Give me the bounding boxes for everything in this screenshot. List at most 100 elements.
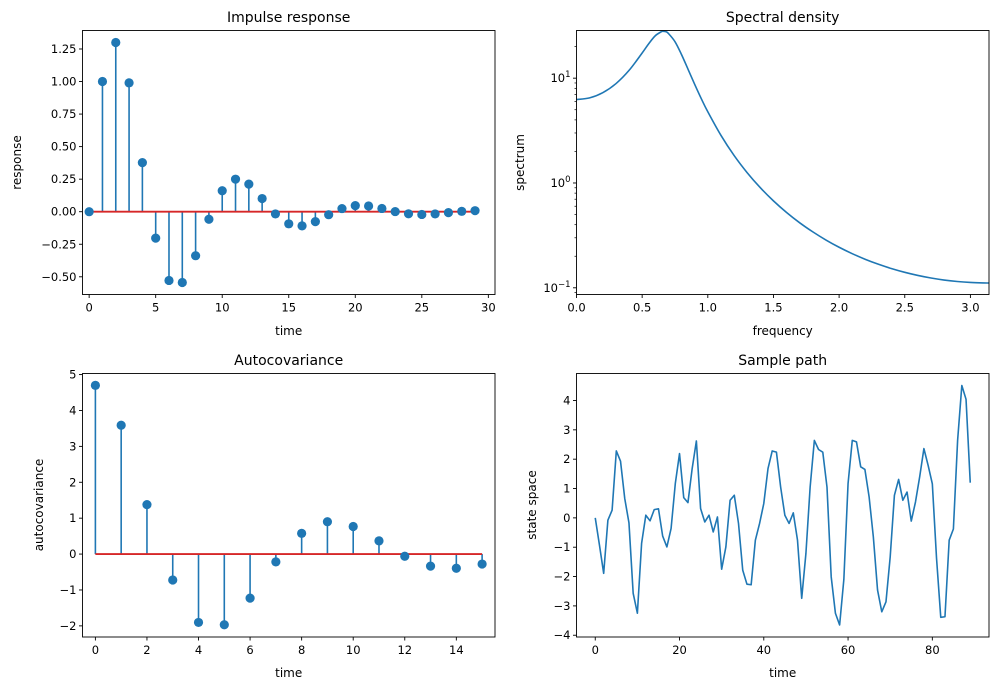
x-tick-label: 4 (195, 643, 202, 657)
y-tick-label-exponent: 1 (565, 70, 570, 80)
stem-marker (470, 206, 480, 216)
x-tick-label: 30 (481, 301, 496, 315)
x-tick-label: 1.0 (699, 301, 717, 315)
stem-marker (177, 277, 187, 288)
x-tick-label: 6 (246, 643, 253, 657)
x-tick-label: 2.0 (830, 301, 848, 315)
stem-marker (337, 203, 347, 214)
y-tick-label: 1 (563, 482, 570, 496)
plot-area (84, 37, 480, 288)
y-tick-label: −0.25 (41, 237, 76, 251)
y-tick-label: 101 (550, 70, 570, 85)
stem-marker (400, 551, 410, 561)
chart-title: Impulse response (227, 10, 350, 26)
stem-marker (84, 207, 94, 217)
stem-marker (204, 214, 214, 224)
stem-marker (403, 209, 414, 219)
stem-marker (151, 233, 161, 243)
y-axis-label: response (10, 135, 24, 190)
x-tick-label: 0 (85, 301, 92, 315)
y-tick-label: −1 (60, 583, 77, 597)
plot-area (594, 384, 972, 626)
y-tick-label: 5 (69, 368, 76, 382)
y-tick-label: −3 (554, 599, 571, 613)
x-tick-label: 60 (841, 643, 856, 657)
stem-marker (374, 536, 384, 546)
stem-marker (390, 206, 400, 217)
y-tick-label: −1 (554, 540, 571, 554)
y-tick-label: 4 (69, 403, 76, 417)
y-axis-label: state space (525, 470, 539, 539)
y-axis-label: autocovariance (32, 459, 46, 552)
axis-ticks: 0 20 40 60 80 −4 −3 −2 −1 0 1 2 3 4 (554, 393, 940, 657)
axes-frame (82, 30, 496, 295)
y-tick-label-exponent: 0 (565, 175, 570, 185)
y-tick-label: 3 (563, 423, 570, 437)
axis-ticks: 0 5 10 15 20 25 30 −0.50 −0.25 0.00 0.25 0.50 0.75 1.… (41, 42, 495, 315)
y-axis-label: spectrum (513, 134, 527, 191)
stem-marker (477, 559, 487, 569)
y-tick-label-base: 10 (550, 176, 565, 190)
axes-frame (576, 30, 990, 295)
stem-marker (443, 208, 454, 218)
stem-marker (457, 206, 467, 216)
stem-marker (219, 620, 229, 630)
stem-marker (425, 561, 436, 571)
x-tick-label: 2 (143, 643, 150, 657)
x-axis-label: time (275, 666, 302, 680)
plot-area (90, 380, 487, 630)
stem-marker (350, 200, 360, 211)
stem-marker (271, 557, 281, 567)
x-tick-label: 0 (92, 643, 99, 657)
stem-marker (217, 186, 227, 196)
x-tick-label: 12 (397, 643, 412, 657)
stem-marker (191, 251, 201, 261)
stem-marker (142, 500, 152, 510)
stem-marker (97, 76, 108, 87)
stem-marker (417, 209, 427, 220)
x-tick-label: 8 (298, 643, 305, 657)
x-tick-label: 0.0 (567, 301, 585, 315)
plot-area (576, 30, 989, 284)
stem-marker (164, 275, 174, 286)
stem-marker (257, 193, 267, 204)
x-tick-label: 25 (414, 301, 429, 315)
series-line (576, 30, 989, 284)
y-tick-label: −2 (60, 619, 77, 633)
y-tick-label: 2 (563, 452, 570, 466)
stem-marker (193, 617, 204, 628)
x-tick-label: 5 (152, 301, 159, 315)
stem-marker (245, 593, 255, 603)
x-tick-label: 14 (449, 643, 464, 657)
stem-marker (310, 217, 320, 227)
stem-marker (168, 575, 178, 585)
stem-marker (116, 420, 126, 430)
x-tick-label: 80 (925, 643, 940, 657)
y-tick-label: −0.50 (41, 270, 76, 284)
y-tick-label-base: 10 (543, 281, 558, 295)
y-tick-label: 100 (550, 175, 570, 190)
y-tick-label: 1.25 (51, 42, 77, 56)
series-line (594, 384, 972, 626)
stem-marker (451, 563, 461, 573)
y-tick-label-exponent: −1 (558, 280, 571, 290)
x-tick-label: 1.5 (764, 301, 782, 315)
y-tick-label: 0.50 (51, 140, 77, 154)
x-tick-label: 15 (281, 301, 296, 315)
x-axis-label: time (769, 666, 796, 680)
panel-spectral-density: Spectral density frequency spectrum 0.0 0… (513, 10, 990, 338)
stem-marker (284, 219, 294, 229)
stem-marker (377, 203, 387, 214)
x-tick-label: 0 (592, 643, 599, 657)
y-tick-label: 0 (69, 547, 76, 561)
x-axis-label: time (275, 324, 302, 338)
x-tick-label: 10 (346, 643, 361, 657)
x-tick-label: 40 (756, 643, 771, 657)
stem-marker (137, 158, 147, 168)
panel-impulse-response: Impulse response time response 0 5 10 15 20 2… (10, 10, 496, 338)
x-tick-label: 3.0 (961, 301, 979, 315)
